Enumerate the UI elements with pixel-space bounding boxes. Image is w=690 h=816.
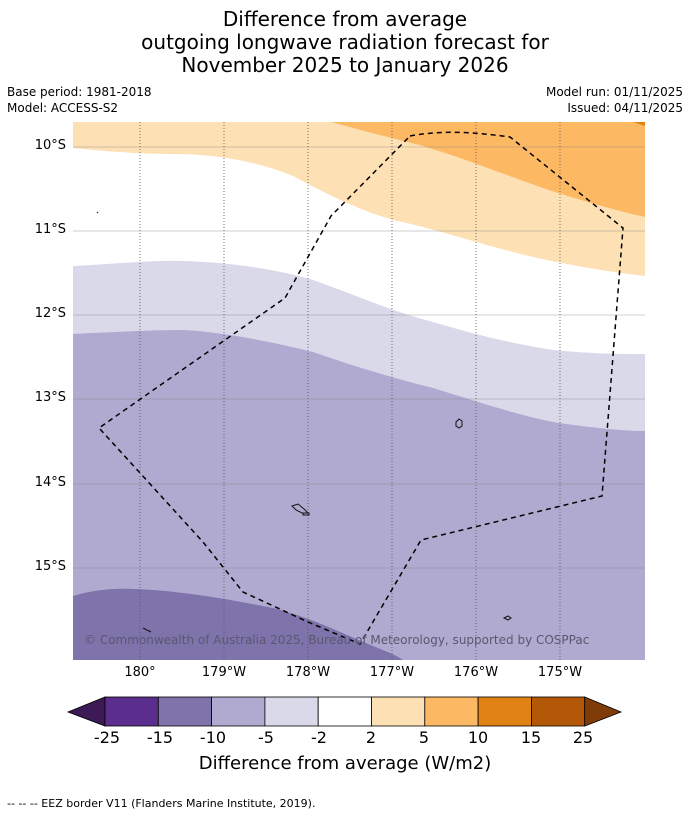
lat-label: 12°S [34,306,66,321]
colorbar-tick-label: 25 [572,728,594,747]
eez-legend-note: -- -- -- EEZ border V11 (Flanders Marine… [7,797,316,810]
island-tutuila [502,615,512,621]
colorbar-tick-label: -5 [258,728,274,747]
colorbar-seg [477,696,532,727]
island-manono [302,512,310,516]
lat-gridlines [73,146,645,569]
lon-label: 179°W [201,665,247,680]
colorbar-seg [211,696,266,727]
lon-label: 176°W [453,665,499,680]
lon-label: 178°W [285,665,331,680]
anomaly-band-10-15 [633,122,645,126]
map-panel [73,122,645,660]
meta-left: Base period: 1981-2018 Model: ACCESS-S2 [7,84,152,116]
anomaly-band-neg15-neg10 [73,588,403,660]
lat-label: 14°S [34,475,66,490]
lat-label: 11°S [34,222,66,237]
lat-label: 15°S [34,559,66,574]
title-line-3: November 2025 to January 2026 [181,53,509,77]
colorbar-seg-gt-25 [584,696,623,727]
title-line-1: Difference from average [222,7,468,31]
anomaly-band-5-10 [331,122,645,217]
colorbar-seg [264,696,319,727]
copyright-text: © Commonwealth of Australia 2025, Bureau… [84,633,590,647]
colorbar-tick-label: -2 [311,728,327,747]
anomaly-band-neg10-neg5 [73,330,645,660]
lon-label: 175°W [537,665,583,680]
colorbar-tick-label: 5 [418,728,430,747]
colorbar-tick-label: 10 [467,728,489,747]
colorbar-seg-lt-neg25 [66,696,106,727]
colorbar-title: Difference from average (W/m2) [198,753,492,774]
colorbar [66,696,623,727]
colorbar-tick-label: -10 [199,728,227,747]
eez-border [97,131,624,645]
colorbar-tick-label: 15 [520,728,542,747]
colorbar-seg [317,696,372,727]
colorbar-tick-label: -25 [93,728,121,747]
colorbar-seg [104,696,159,727]
colorbar-seg [157,696,213,727]
island-wallis [142,627,152,633]
chart-title: Difference from average outgoing longwav… [0,8,690,77]
island-swains [455,418,463,429]
meta-right: Model run: 01/11/2025 Issued: 04/11/2025 [546,84,683,116]
lon-label: 180° [124,665,156,680]
islands [96,211,512,633]
colorbar-tick-label: 2 [365,728,377,747]
issued-text: Issued: 04/11/2025 [567,101,683,115]
colorbar-seg [424,696,479,727]
lat-label: 13°S [34,390,66,405]
colorbar-seg [371,696,426,727]
model-text: Model: ACCESS-S2 [7,101,119,115]
title-line-2: outgoing longwave radiation forecast for [141,30,549,54]
lon-label: 177°W [369,665,415,680]
colorbar-tick-label: -15 [146,728,174,747]
island-atafu [96,211,99,214]
lat-label: 10°S [34,138,66,153]
model-run-text: Model run: 01/11/2025 [545,85,683,99]
colorbar-seg [530,696,586,727]
base-period-text: Base period: 1981-2018 [7,85,152,99]
